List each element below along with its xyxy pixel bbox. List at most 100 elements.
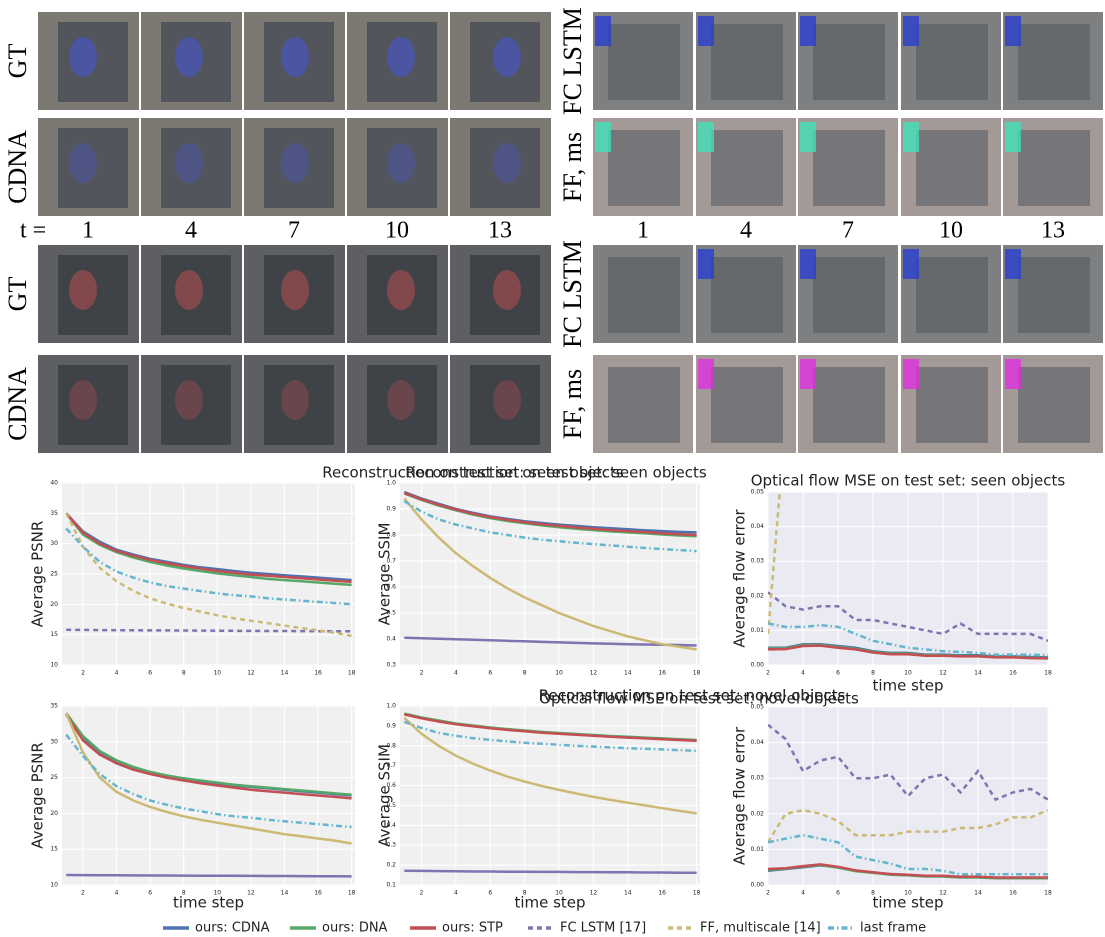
frame-artifact (800, 359, 816, 389)
row-label: FF, ms (558, 132, 587, 202)
time-step: 13 (1041, 218, 1065, 244)
x-tick-label: 4 (454, 670, 458, 677)
frame-object (493, 143, 521, 183)
x-tick-label: 14 (974, 670, 982, 677)
frame-artifact (903, 359, 919, 389)
frame-artifact (1005, 16, 1021, 46)
x-tick-label: 18 (1044, 890, 1052, 897)
frame-artifact (1005, 249, 1021, 279)
chart-title: Optical flow MSE on test set: seen objec… (751, 472, 1066, 490)
y-tick-label: 0.03 (751, 775, 765, 782)
y-tick-label: 20 (50, 601, 58, 608)
x-tick-label: 10 (904, 670, 912, 677)
frame-scene (608, 367, 680, 443)
x-tick-label: 18 (693, 670, 701, 677)
x-tick-label: 16 (314, 890, 322, 897)
frame-scene (1018, 257, 1090, 333)
frame-scene (711, 367, 783, 443)
x-tick-label: 8 (182, 670, 186, 677)
frame-scene (813, 24, 885, 100)
frame-artifact (1005, 122, 1021, 152)
x-tick-label: 16 (1009, 670, 1017, 677)
legend-label: ours: STP (442, 921, 503, 936)
x-tick-label: 14 (624, 670, 632, 677)
frame-scene (711, 24, 783, 100)
row-label: FF, ms (558, 369, 587, 439)
frame-scene (916, 24, 988, 100)
x-tick-label: 12 (590, 670, 598, 677)
frame-object (281, 143, 309, 183)
x-tick-label: 16 (658, 890, 666, 897)
x-tick-label: 6 (148, 670, 152, 677)
series-line (66, 875, 351, 876)
frame-scene (608, 257, 680, 333)
figure: GTFC LSTMCDNAFF, msGTFC LSTMCDNAFF, mst … (0, 0, 1105, 937)
y-tick-label: 0.04 (751, 739, 765, 746)
y-tick-label: 20 (50, 810, 58, 817)
time-step: 1 (82, 218, 94, 244)
y-tick-label: 0.2 (386, 862, 396, 869)
time-prefix: t = (20, 218, 46, 244)
frame-artifact (595, 122, 611, 152)
x-tick-label: 2 (766, 670, 770, 677)
frame-artifact (698, 359, 714, 389)
x-tick-label: 14 (624, 890, 632, 897)
frame-scene (813, 257, 885, 333)
y-tick-label: 0.3 (386, 662, 396, 669)
frame-object (493, 270, 521, 310)
frame-object (387, 270, 415, 310)
y-tick-label: 1.0 (386, 703, 396, 710)
x-tick-label: 6 (488, 890, 492, 897)
y-axis-label: Average SSIM (376, 523, 394, 626)
frame-object (281, 270, 309, 310)
frame-object (69, 380, 97, 420)
time-step: 13 (488, 218, 512, 244)
x-tick-label: 6 (148, 890, 152, 897)
x-tick-label: 12 (247, 670, 255, 677)
frame-object (69, 143, 97, 183)
frame-artifact (903, 122, 919, 152)
legend-label: FC LSTM [17] (560, 921, 646, 936)
y-tick-label: 0.4 (386, 636, 396, 643)
row-label: CDNA (3, 130, 32, 204)
frame-object (387, 37, 415, 77)
time-step: 10 (939, 218, 963, 244)
frame-scene (813, 367, 885, 443)
frame-artifact (1005, 359, 1021, 389)
x-tick-label: 2 (81, 670, 85, 677)
x-axis-label: time step (173, 894, 244, 912)
x-tick-label: 18 (348, 670, 356, 677)
frame-artifact (698, 16, 714, 46)
legend-label: ours: CDNA (195, 921, 270, 936)
time-step: 1 (637, 218, 649, 244)
y-tick-label: 0.01 (751, 627, 765, 634)
legend-label: FF, multiscale [14] (700, 921, 821, 936)
frame-object (387, 143, 415, 183)
frame-scene (916, 257, 988, 333)
y-tick-label: 15 (50, 631, 58, 638)
frame-scene (711, 130, 783, 206)
y-tick-label: 0.03 (751, 558, 765, 565)
frame-object (493, 37, 521, 77)
x-tick-label: 6 (836, 890, 840, 897)
row-label: GT (3, 277, 32, 312)
x-tick-label: 6 (836, 670, 840, 677)
row-label: GT (3, 44, 32, 79)
x-tick-label: 8 (871, 670, 875, 677)
frame-artifact (698, 122, 714, 152)
x-tick-label: 2 (766, 890, 770, 897)
frame-scene (916, 130, 988, 206)
x-tick-label: 4 (801, 890, 805, 897)
frame-object (69, 37, 97, 77)
frame-scene (608, 130, 680, 206)
y-tick-label: 0.02 (751, 810, 765, 817)
row-label: CDNA (3, 367, 32, 441)
frame-object (175, 37, 203, 77)
y-axis-label: Average PSNR (29, 521, 47, 628)
frame-scene (1018, 367, 1090, 443)
y-tick-label: 0.00 (751, 662, 765, 669)
frame-scene (916, 367, 988, 443)
x-tick-label: 12 (590, 890, 598, 897)
frame-scene (608, 24, 680, 100)
x-tick-label: 4 (115, 890, 119, 897)
